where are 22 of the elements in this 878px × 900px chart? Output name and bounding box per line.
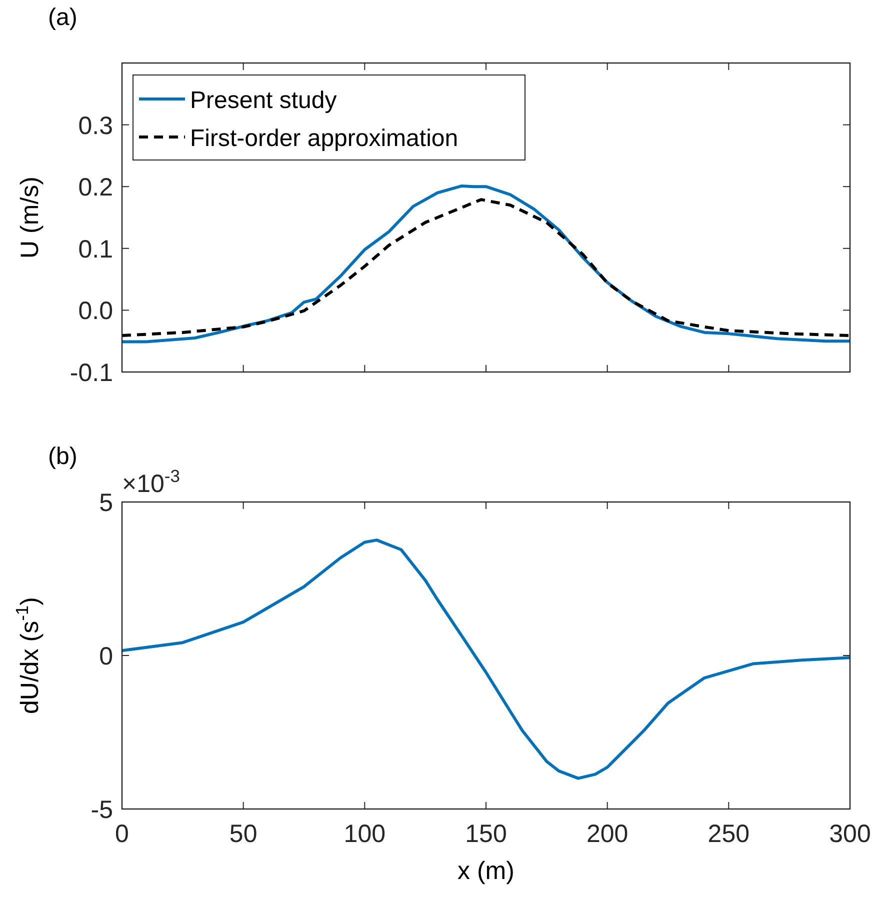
y-tick-label: 0.2 [78,174,113,202]
x-tick-label: 150 [465,820,507,848]
x-tick-label: 300 [829,820,871,848]
legend-label: Present study [190,87,337,114]
chart-title: (b) [48,443,78,470]
x-tick-label: 250 [708,820,750,848]
y-tick-label: 0.1 [78,235,113,264]
text: ×10$^{-3}$ [122,466,180,498]
chart-title: (a) [48,4,78,31]
line-series [120,538,852,780]
legend-label: First-order approximation [190,125,458,152]
y-tick-label: 0 [99,642,113,670]
y-tick-label: -0.1 [70,359,113,387]
y-tick-label: 5 [99,489,113,517]
y-tick-label: -5 [90,796,113,824]
x-tick-label: 100 [344,820,386,848]
y-tick-label: 0.0 [78,297,113,326]
x-axis-title: x (m) [458,857,514,885]
y-axis-title: U (m/s) [16,176,44,258]
x-tick-label: 200 [586,820,628,848]
y-tick-label: 0.3 [78,112,113,140]
x-tick-label: 50 [229,820,258,848]
